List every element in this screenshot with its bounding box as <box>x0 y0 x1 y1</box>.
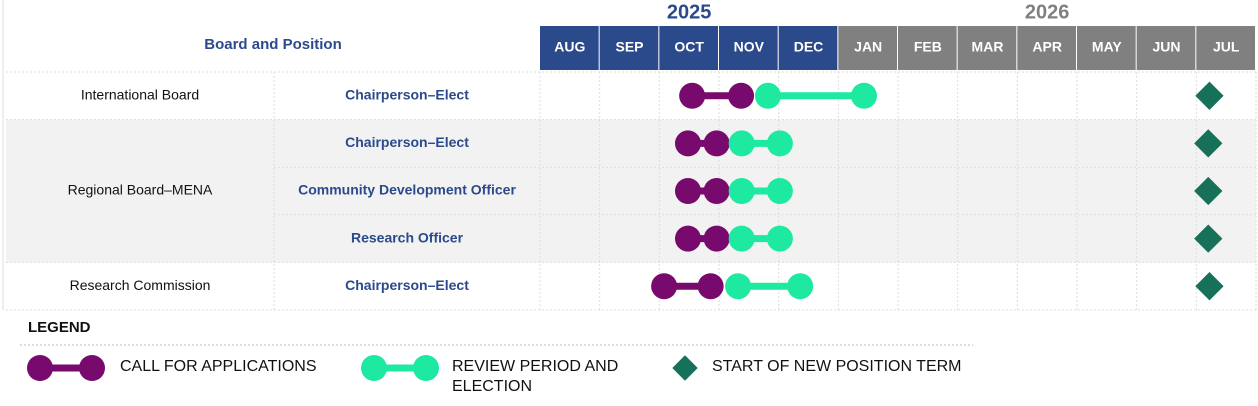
month-cell <box>659 26 718 70</box>
review-start <box>728 225 755 252</box>
month-label: MAR <box>972 39 1004 55</box>
position-label: Chairperson–Elect <box>345 134 469 150</box>
board-label: International Board <box>81 87 199 103</box>
review-end <box>766 178 793 204</box>
month-cell <box>1017 26 1076 70</box>
month-cell <box>778 26 838 70</box>
month-cell <box>957 26 1017 70</box>
month-cell <box>898 26 957 70</box>
month-cell <box>838 26 897 70</box>
term-marker <box>1194 224 1223 253</box>
call-start <box>674 130 701 157</box>
call-start <box>674 178 701 204</box>
legend-dot <box>361 355 387 381</box>
month-cell <box>1196 26 1255 70</box>
month-label: JUL <box>1213 39 1240 55</box>
board-label: Regional Board–MENA <box>68 182 213 198</box>
review-end <box>787 273 814 300</box>
review-end <box>766 225 793 252</box>
month-cell <box>1136 26 1196 70</box>
call-end <box>703 130 730 157</box>
position-label: Chairperson–Elect <box>345 277 469 293</box>
month-label: APR <box>1032 39 1062 55</box>
legend-label: CALL FOR APPLICATIONS <box>120 358 317 375</box>
header-title: Board and Position <box>204 36 342 53</box>
call-start <box>679 82 706 109</box>
month-label: JAN <box>854 39 882 55</box>
month-cell <box>1077 26 1136 70</box>
term-marker <box>1195 81 1224 110</box>
term-marker <box>1194 176 1223 206</box>
month-label: MAY <box>1092 39 1122 55</box>
position-label: Community Development Officer <box>298 182 516 198</box>
month-label: NOV <box>734 39 765 55</box>
review-start <box>728 130 755 157</box>
position-label: Chairperson–Elect <box>345 87 469 103</box>
group-shade <box>6 119 1256 263</box>
call-end <box>728 82 755 109</box>
month-label: SEP <box>615 39 643 55</box>
position-label: Research Officer <box>351 229 464 245</box>
month-cell <box>599 26 659 70</box>
legend-dot <box>27 355 53 381</box>
month-label: OCT <box>674 39 704 55</box>
month-label: FEB <box>914 39 942 55</box>
term-marker <box>1194 129 1223 158</box>
year-label: 2026 <box>1025 1 1070 23</box>
review-end <box>850 82 877 109</box>
review-end <box>766 130 793 157</box>
call-end <box>697 273 724 300</box>
call-start <box>674 225 701 252</box>
legend-label: REVIEW PERIOD AND ELECTION <box>452 358 619 395</box>
month-label: AUG <box>554 39 585 55</box>
legend-dot <box>79 355 105 381</box>
month-label: JUN <box>1152 39 1180 55</box>
review-start <box>754 82 781 109</box>
legend-dot <box>413 355 439 381</box>
legend-diamond <box>672 355 698 381</box>
call-end <box>703 225 730 252</box>
review-start <box>728 178 755 204</box>
term-marker <box>1195 272 1224 301</box>
legend-label: START OF NEW POSITION TERM <box>712 358 962 375</box>
month-cell <box>540 26 599 70</box>
month-cell <box>719 26 778 70</box>
review-start <box>725 273 752 300</box>
month-label: DEC <box>794 39 824 55</box>
year-label: 2025 <box>667 1 712 23</box>
board-label: Research Commission <box>70 277 211 293</box>
legend-title: LEGEND <box>28 319 91 336</box>
call-end <box>703 178 730 204</box>
call-start <box>651 273 678 300</box>
